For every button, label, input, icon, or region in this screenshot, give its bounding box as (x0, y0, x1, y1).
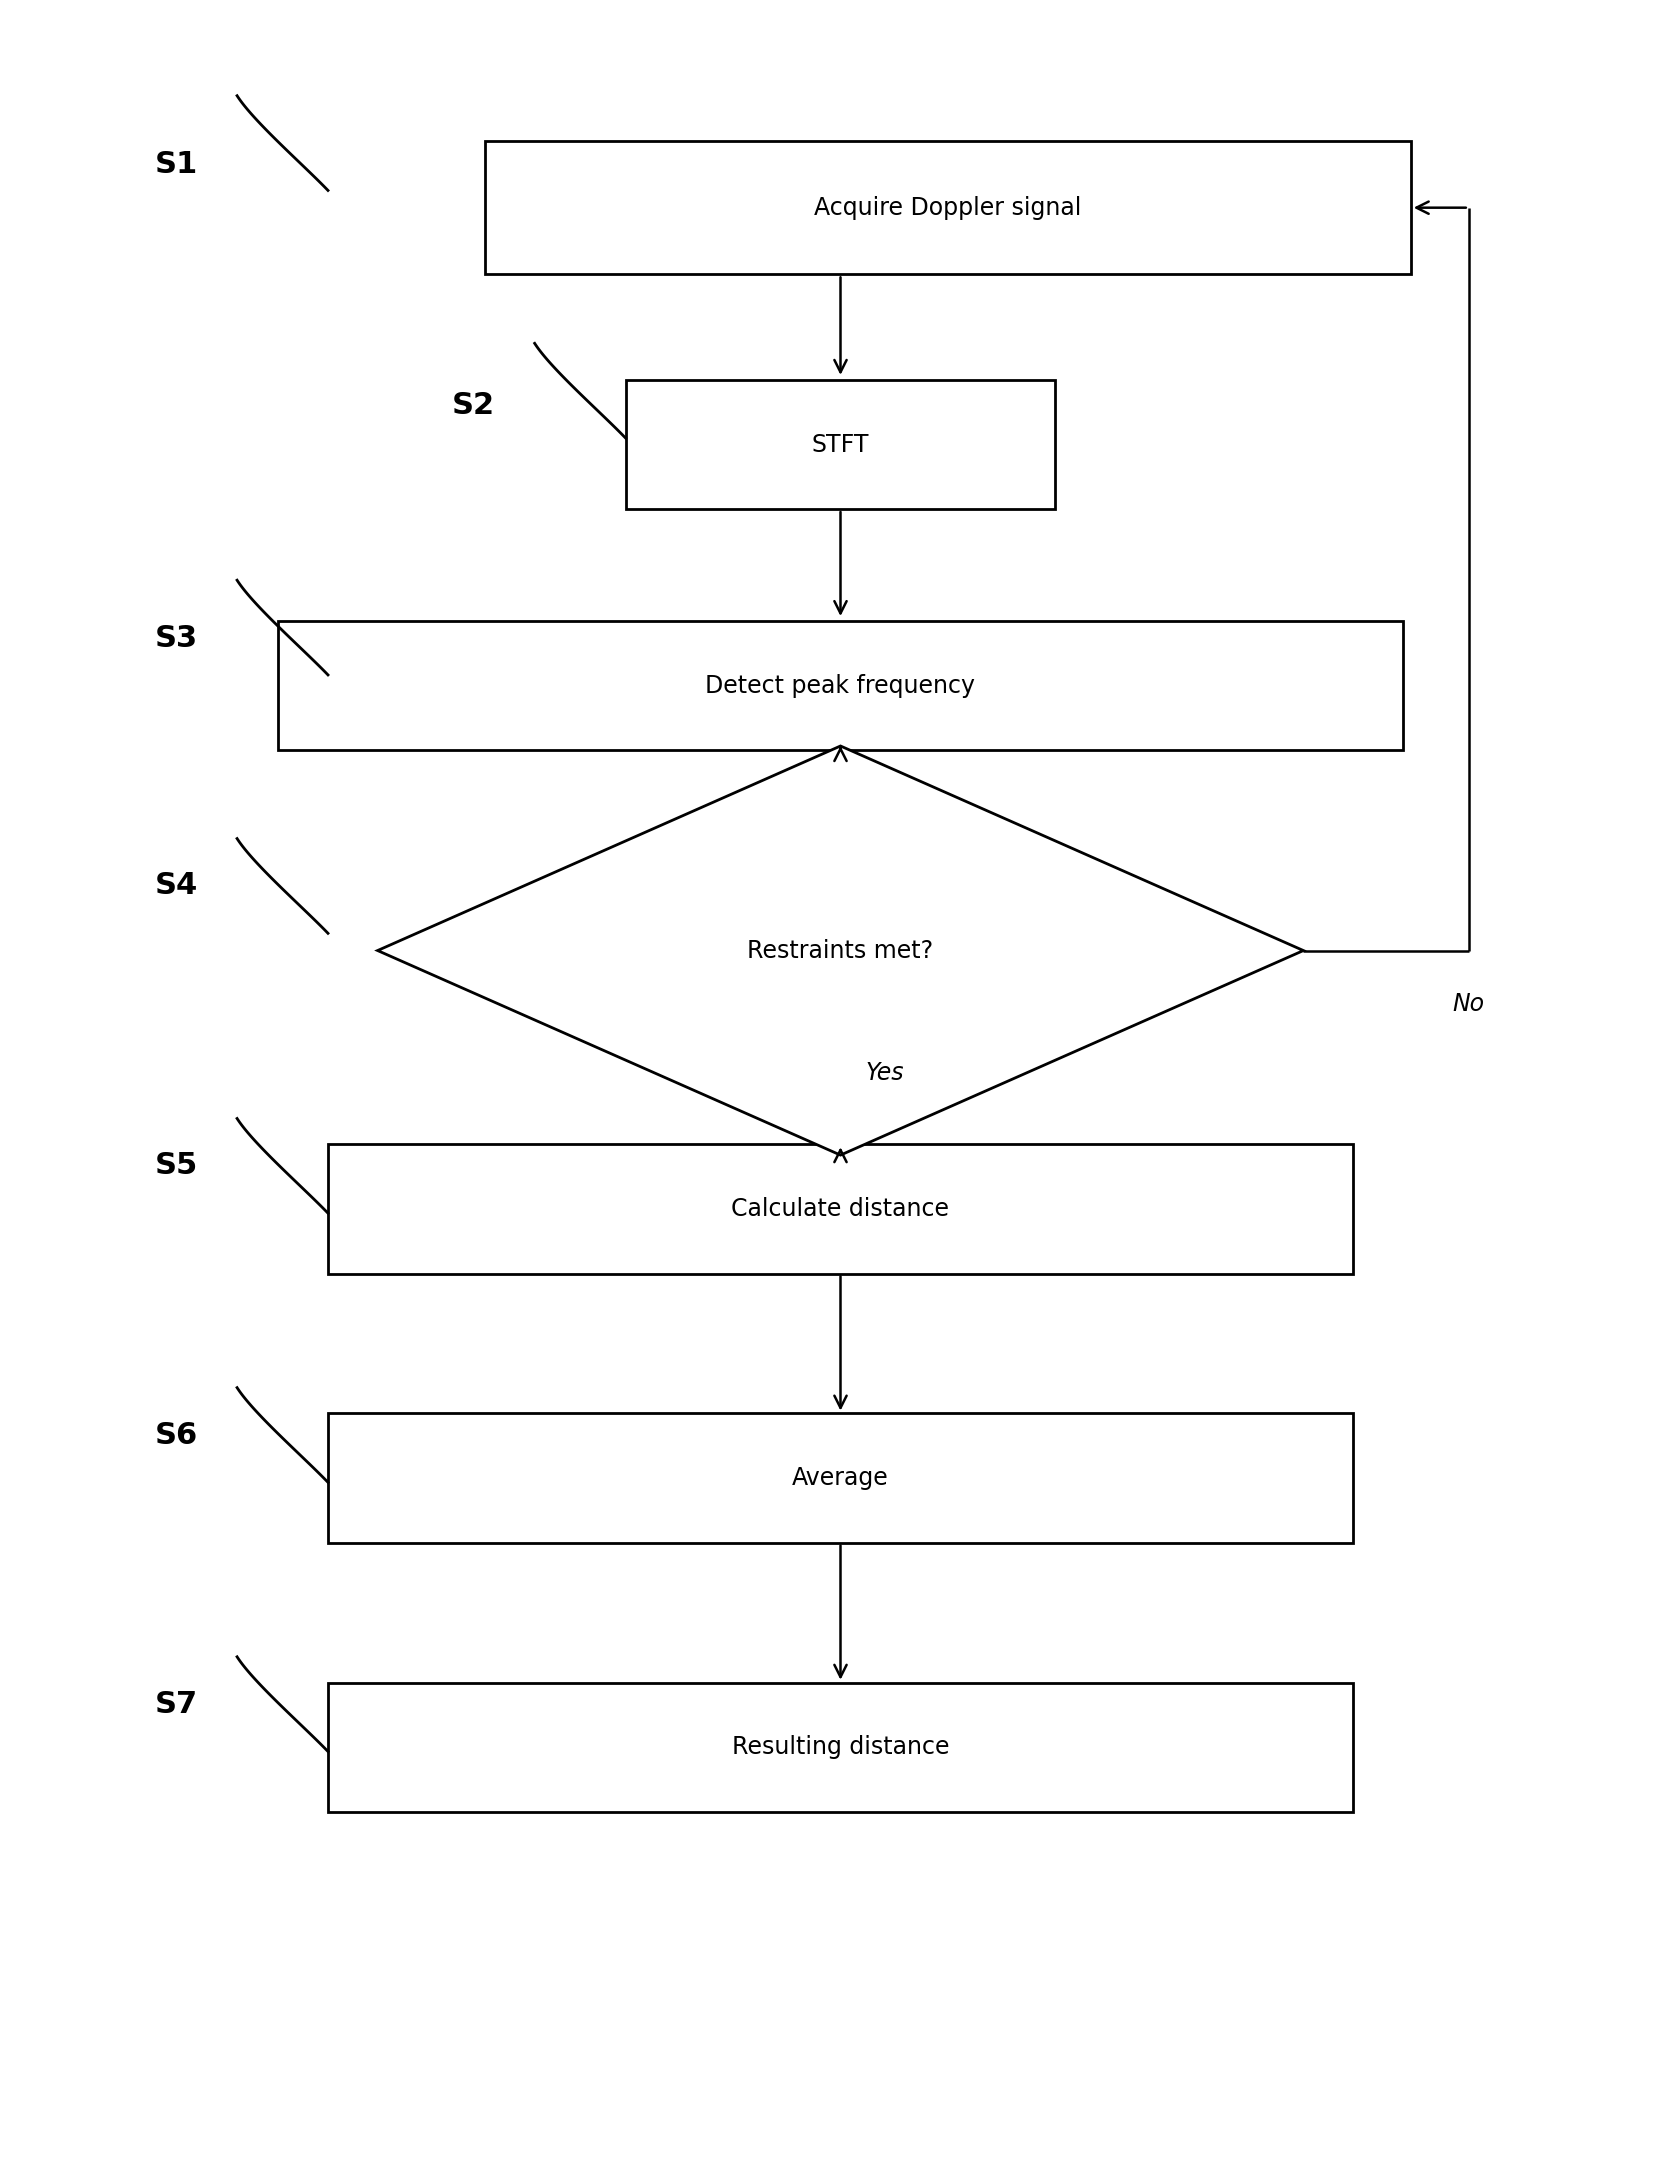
Text: Resulting distance: Resulting distance (731, 1736, 949, 1760)
FancyBboxPatch shape (328, 1682, 1352, 1812)
Text: Average: Average (791, 1466, 889, 1490)
FancyBboxPatch shape (279, 622, 1401, 750)
FancyBboxPatch shape (625, 379, 1055, 508)
Text: S3: S3 (155, 624, 198, 652)
Text: No: No (1452, 992, 1483, 1016)
Text: S1: S1 (155, 150, 198, 179)
Text: Calculate distance: Calculate distance (731, 1197, 949, 1221)
Text: Detect peak frequency: Detect peak frequency (706, 674, 974, 698)
FancyBboxPatch shape (328, 1413, 1352, 1542)
Text: S7: S7 (155, 1690, 198, 1719)
Text: S2: S2 (452, 390, 496, 421)
Text: S5: S5 (155, 1152, 198, 1180)
Text: Restraints met?: Restraints met? (748, 938, 932, 962)
FancyBboxPatch shape (328, 1145, 1352, 1274)
Text: S6: S6 (155, 1420, 198, 1450)
Polygon shape (378, 746, 1302, 1156)
FancyBboxPatch shape (486, 142, 1410, 275)
Text: Acquire Doppler signal: Acquire Doppler signal (813, 196, 1080, 220)
Text: S4: S4 (155, 872, 198, 901)
Text: STFT: STFT (811, 432, 869, 456)
Text: Yes: Yes (865, 1062, 904, 1086)
